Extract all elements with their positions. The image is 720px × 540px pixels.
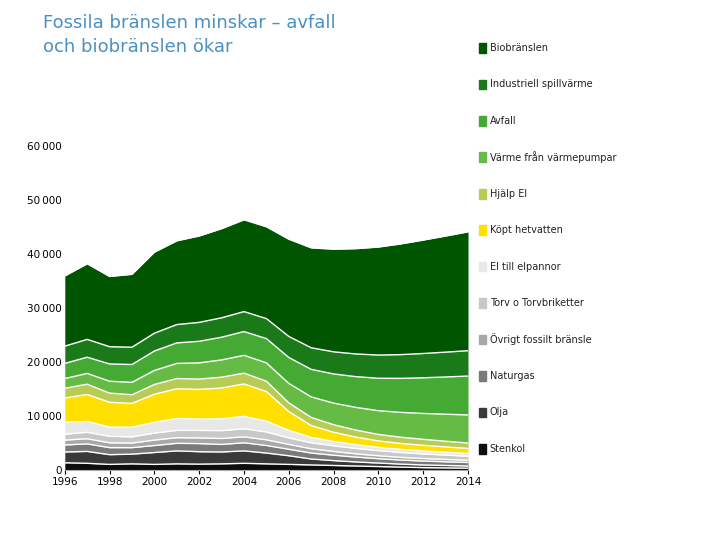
Text: Hjälp El: Hjälp El [490, 188, 527, 199]
Text: och biobränslen ökar: och biobränslen ökar [43, 38, 233, 56]
Text: Avfall: Avfall [490, 116, 516, 126]
Text: Värme från värmepumpar: Värme från värmepumpar [490, 151, 616, 163]
Text: Prognos 2015 och Fjärrvärmen i framtiden: Prognos 2015 och Fjärrvärmen i framtiden [22, 518, 230, 528]
Text: Olja: Olja [490, 407, 509, 417]
Text: Stenkol: Stenkol [490, 444, 526, 454]
Text: Biobränslen: Biobränslen [490, 43, 548, 53]
Text: Övrigt fossilt bränsle: Övrigt fossilt bränsle [490, 334, 591, 346]
Text: Torv o Torvbriketter: Torv o Torvbriketter [490, 298, 583, 308]
Text: Köpt hetvatten: Köpt hetvatten [490, 225, 562, 235]
Text: Fossila bränslen minskar – avfall: Fossila bränslen minskar – avfall [43, 14, 336, 31]
Text: Naturgas: Naturgas [490, 371, 534, 381]
Text: Industriell spillvärme: Industriell spillvärme [490, 79, 593, 90]
Text: El till elpannor: El till elpannor [490, 261, 560, 272]
